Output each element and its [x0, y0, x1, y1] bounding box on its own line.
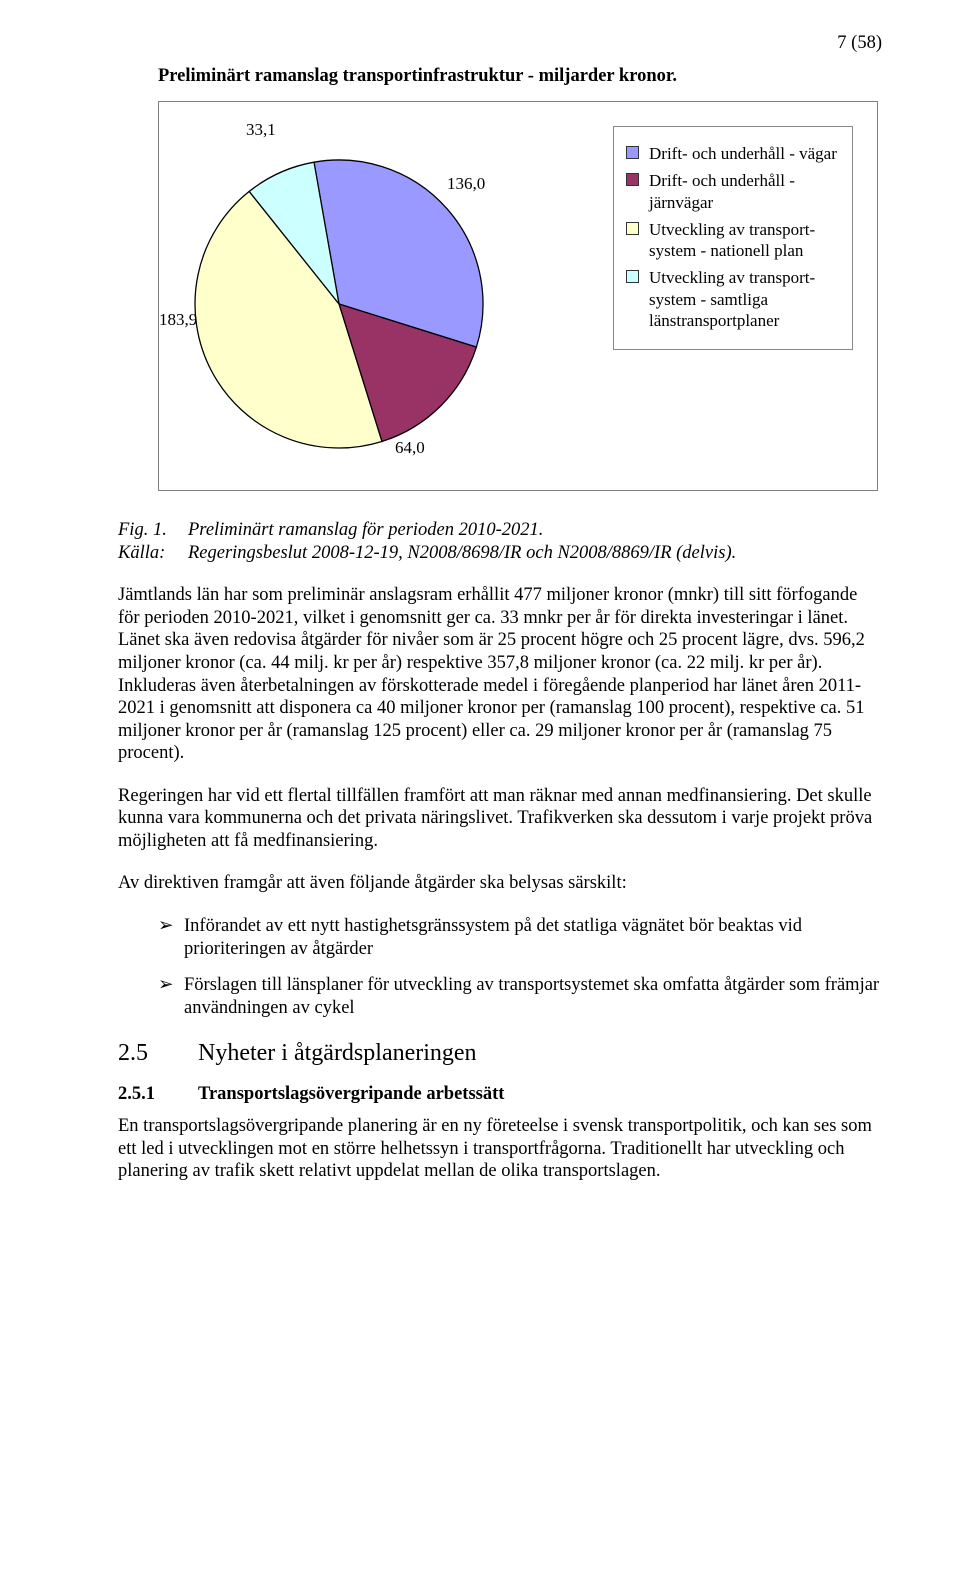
- legend-swatch-3: [626, 270, 639, 283]
- chart-legend: Drift- och underhåll - vägar Drift- och …: [613, 126, 853, 350]
- legend-label-0: Drift- och underhåll - vägar: [649, 143, 837, 164]
- legend-item: Drift- och underhåll - vägar: [626, 143, 840, 164]
- bullet-item: ➢ Införandet av ett nytt hastighetsgräns…: [158, 915, 882, 960]
- legend-label-2: Utveckling av transport-system - natione…: [649, 219, 840, 262]
- bullet-item: ➢ Förslagen till länsplaner för utveckli…: [158, 974, 882, 1019]
- body-paragraph-2: Regeringen har vid ett flertal tillfälle…: [118, 785, 882, 853]
- body-paragraph-4: En transportslagsövergripande planering …: [118, 1115, 882, 1183]
- figure-caption: Fig. 1. Preliminärt ramanslag för period…: [118, 519, 882, 564]
- pie-label-2: 183,9: [159, 310, 197, 331]
- source-label: Källa:: [118, 542, 188, 565]
- subsection-number: 2.5.1: [118, 1083, 198, 1106]
- body-paragraph-1: Jämtlands län har som preliminär anslags…: [118, 584, 882, 765]
- subsection-heading: 2.5.1 Transportslagsövergripande arbetss…: [118, 1083, 882, 1106]
- page-number: 7 (58): [118, 32, 882, 55]
- legend-swatch-2: [626, 222, 639, 235]
- bullet-arrow-icon: ➢: [158, 915, 184, 960]
- bullet-arrow-icon: ➢: [158, 974, 184, 1019]
- section-number: 2.5: [118, 1039, 198, 1068]
- section-heading: 2.5 Nyheter i åtgärdsplaneringen: [118, 1039, 882, 1068]
- bullet-text-0: Införandet av ett nytt hastighetsgränssy…: [184, 915, 882, 960]
- chart-container: 33,1 136,0 183,9 64,0 Drift- och underhå…: [158, 101, 878, 491]
- legend-label-1: Drift- och underhåll - järnvägar: [649, 170, 840, 213]
- pie-label-0: 33,1: [246, 120, 276, 141]
- legend-item: Utveckling av transport-system - natione…: [626, 219, 840, 262]
- pie-label-3: 64,0: [395, 438, 425, 459]
- fig-label: Fig. 1.: [118, 519, 188, 542]
- chart-title: Preliminärt ramanslag transportinfrastru…: [158, 65, 882, 88]
- bullet-text-1: Förslagen till länsplaner för utveckling…: [184, 974, 882, 1019]
- legend-label-3: Utveckling av transport-system - samtlig…: [649, 267, 840, 331]
- body-paragraph-3: Av direktiven framgår att även följande …: [118, 872, 882, 895]
- legend-item: Utveckling av transport-system - samtlig…: [626, 267, 840, 331]
- fig-text: Preliminärt ramanslag för perioden 2010-…: [188, 519, 543, 542]
- document-page: 7 (58) Preliminärt ramanslag transportin…: [0, 0, 960, 1243]
- source-text: Regeringsbeslut 2008-12-19, N2008/8698/I…: [188, 542, 736, 565]
- pie-label-1: 136,0: [447, 174, 485, 195]
- legend-swatch-1: [626, 173, 639, 186]
- legend-item: Drift- och underhåll - järnvägar: [626, 170, 840, 213]
- section-title: Nyheter i åtgärdsplaneringen: [198, 1039, 477, 1068]
- bullet-list: ➢ Införandet av ett nytt hastighetsgräns…: [118, 915, 882, 1019]
- legend-swatch-0: [626, 146, 639, 159]
- subsection-title: Transportslagsövergripande arbetssätt: [198, 1083, 504, 1106]
- chart-inner: 33,1 136,0 183,9 64,0 Drift- och underhå…: [159, 102, 877, 490]
